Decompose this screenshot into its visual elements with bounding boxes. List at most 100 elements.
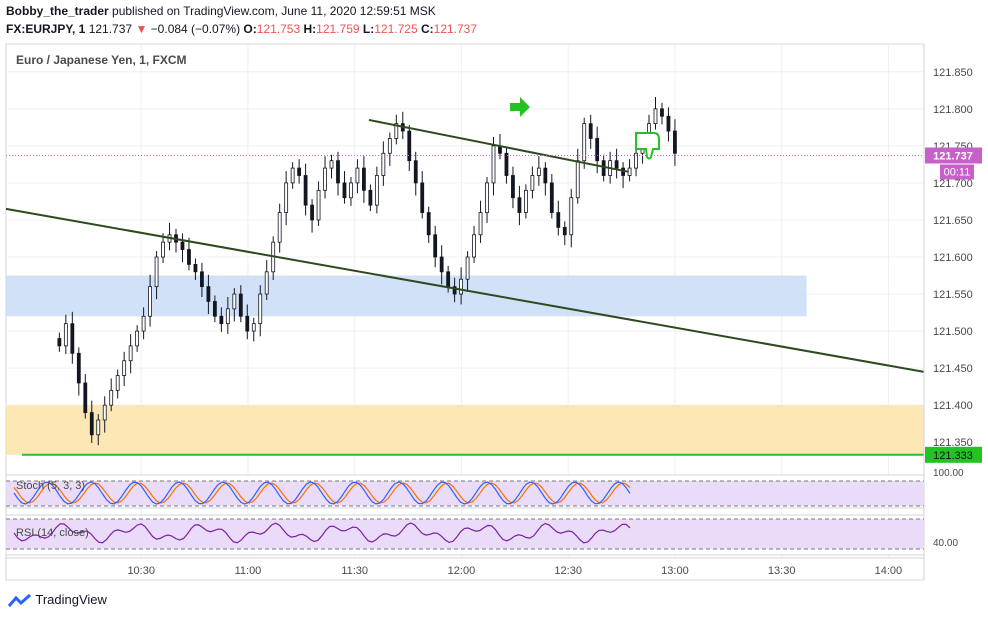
candle-body <box>310 204 314 221</box>
author-name[interactable]: Bobby_the_trader <box>6 4 109 18</box>
candlesticks <box>57 96 677 446</box>
y-tick-label: 121.400 <box>933 400 973 412</box>
candle-body <box>660 108 664 117</box>
candle-body <box>245 315 250 332</box>
y-tick-label: 121.850 <box>933 67 973 79</box>
rsi-label[interactable]: RSI (14, close) <box>16 527 89 539</box>
candle-body <box>128 345 133 362</box>
candle-body <box>524 189 528 213</box>
candle-body <box>342 182 347 199</box>
candle-body <box>368 189 373 206</box>
x-tick-label: 11:30 <box>341 565 368 577</box>
candle-body <box>575 160 580 199</box>
footer-brand[interactable]: TradingView <box>7 592 107 608</box>
candle-body <box>193 264 198 273</box>
candle-body <box>666 115 671 132</box>
candle-body <box>212 301 217 317</box>
last-price-tag <box>925 147 982 164</box>
candle-body <box>57 338 62 347</box>
close-label: C: <box>420 22 434 36</box>
y-tick-label: 121.500 <box>933 326 973 338</box>
candle-body <box>336 160 340 184</box>
high-value: 121.759 <box>316 22 360 36</box>
candle-body <box>89 412 94 436</box>
stoch-tick-label: 100.00 <box>933 468 964 479</box>
y-tick-label: 121.450 <box>933 363 973 375</box>
footer-brand-text: TradingView <box>35 592 107 607</box>
candle-body <box>491 145 496 184</box>
candle-body <box>478 212 483 236</box>
publish-text: published on TradingView.com, June 11, 2… <box>108 4 436 18</box>
open-value: 121.753 <box>256 22 301 36</box>
candle-body <box>96 419 101 436</box>
y-tick-label: 121.350 <box>933 437 973 449</box>
candle-body <box>426 212 431 236</box>
candle-body <box>109 389 114 406</box>
last-price-tag-text: 121.737 <box>933 151 973 163</box>
annotations: 121.737 00:11 121.333 <box>6 97 982 463</box>
change-arrow-icon: ▼ <box>135 22 148 36</box>
countdown-tag-text: 00:11 <box>944 167 971 179</box>
candle-body <box>284 182 289 213</box>
price-zones <box>6 275 924 456</box>
candle-body <box>407 130 412 162</box>
candle-body <box>297 167 302 176</box>
candle-body <box>161 241 165 258</box>
candle-body <box>582 123 587 162</box>
x-tick-label: 12:30 <box>554 565 582 577</box>
trendline <box>368 118 629 173</box>
candle-body <box>394 123 399 139</box>
candle-body <box>374 175 379 206</box>
candle-body <box>264 271 269 295</box>
stoch-k-line <box>13 481 631 505</box>
candle-body <box>420 182 425 213</box>
countdown-tag <box>940 164 974 180</box>
candle-body <box>504 152 509 176</box>
stoch-label[interactable]: Stoch (5, 3, 3) <box>16 480 86 492</box>
orange-zone <box>6 405 924 455</box>
tradingview-logo-icon <box>7 593 31 607</box>
x-tick-label: 13:30 <box>768 565 796 577</box>
y-tick-label: 121.650 <box>933 215 973 227</box>
candle-body <box>556 212 561 228</box>
candle-body <box>517 197 522 213</box>
candle-body <box>614 160 619 169</box>
candle-body <box>511 175 515 199</box>
candle-body <box>381 152 386 176</box>
candle-body <box>206 286 211 302</box>
candle-body <box>102 404 107 421</box>
x-tick-label: 12:00 <box>448 565 476 577</box>
trendline <box>5 207 925 373</box>
indicator-panes: 100.00 40.00 <box>5 468 964 556</box>
candle-body <box>219 315 224 325</box>
chart-axes: 121.850121.800121.750121.700121.650121.6… <box>6 44 973 577</box>
candle-body <box>634 152 638 169</box>
support-price-tag-text: 121.333 <box>933 450 973 462</box>
candle-body <box>290 167 295 184</box>
y-tick-label: 121.600 <box>933 252 973 264</box>
candle-body <box>543 167 548 184</box>
candle-body <box>653 108 658 125</box>
candle-body <box>251 323 256 332</box>
chart-title: Euro / Japanese Yen, 1, FXCM <box>16 53 187 67</box>
trendlines <box>5 118 925 373</box>
candle-body <box>76 352 81 384</box>
candle-body <box>601 160 606 176</box>
high-label: H: <box>303 22 317 36</box>
candle-body <box>465 256 470 280</box>
candle-body <box>316 189 321 221</box>
symbol-name[interactable]: FX:EURJPY, 1 <box>6 22 86 36</box>
candle-body <box>225 308 230 325</box>
candle-body <box>122 360 127 376</box>
candle-body <box>485 182 489 213</box>
candle-body <box>303 175 308 206</box>
candle-body <box>323 167 327 191</box>
candle-body <box>459 278 464 295</box>
support-price-tag <box>925 446 982 463</box>
last-price: 121.737 <box>88 22 133 36</box>
thumbs-down-icon <box>635 132 660 160</box>
candle-body <box>238 293 243 317</box>
candle-body <box>277 212 282 243</box>
candle-body <box>588 123 593 139</box>
price-chart[interactable]: 121.850121.800121.750121.700121.650121.6… <box>0 0 988 590</box>
